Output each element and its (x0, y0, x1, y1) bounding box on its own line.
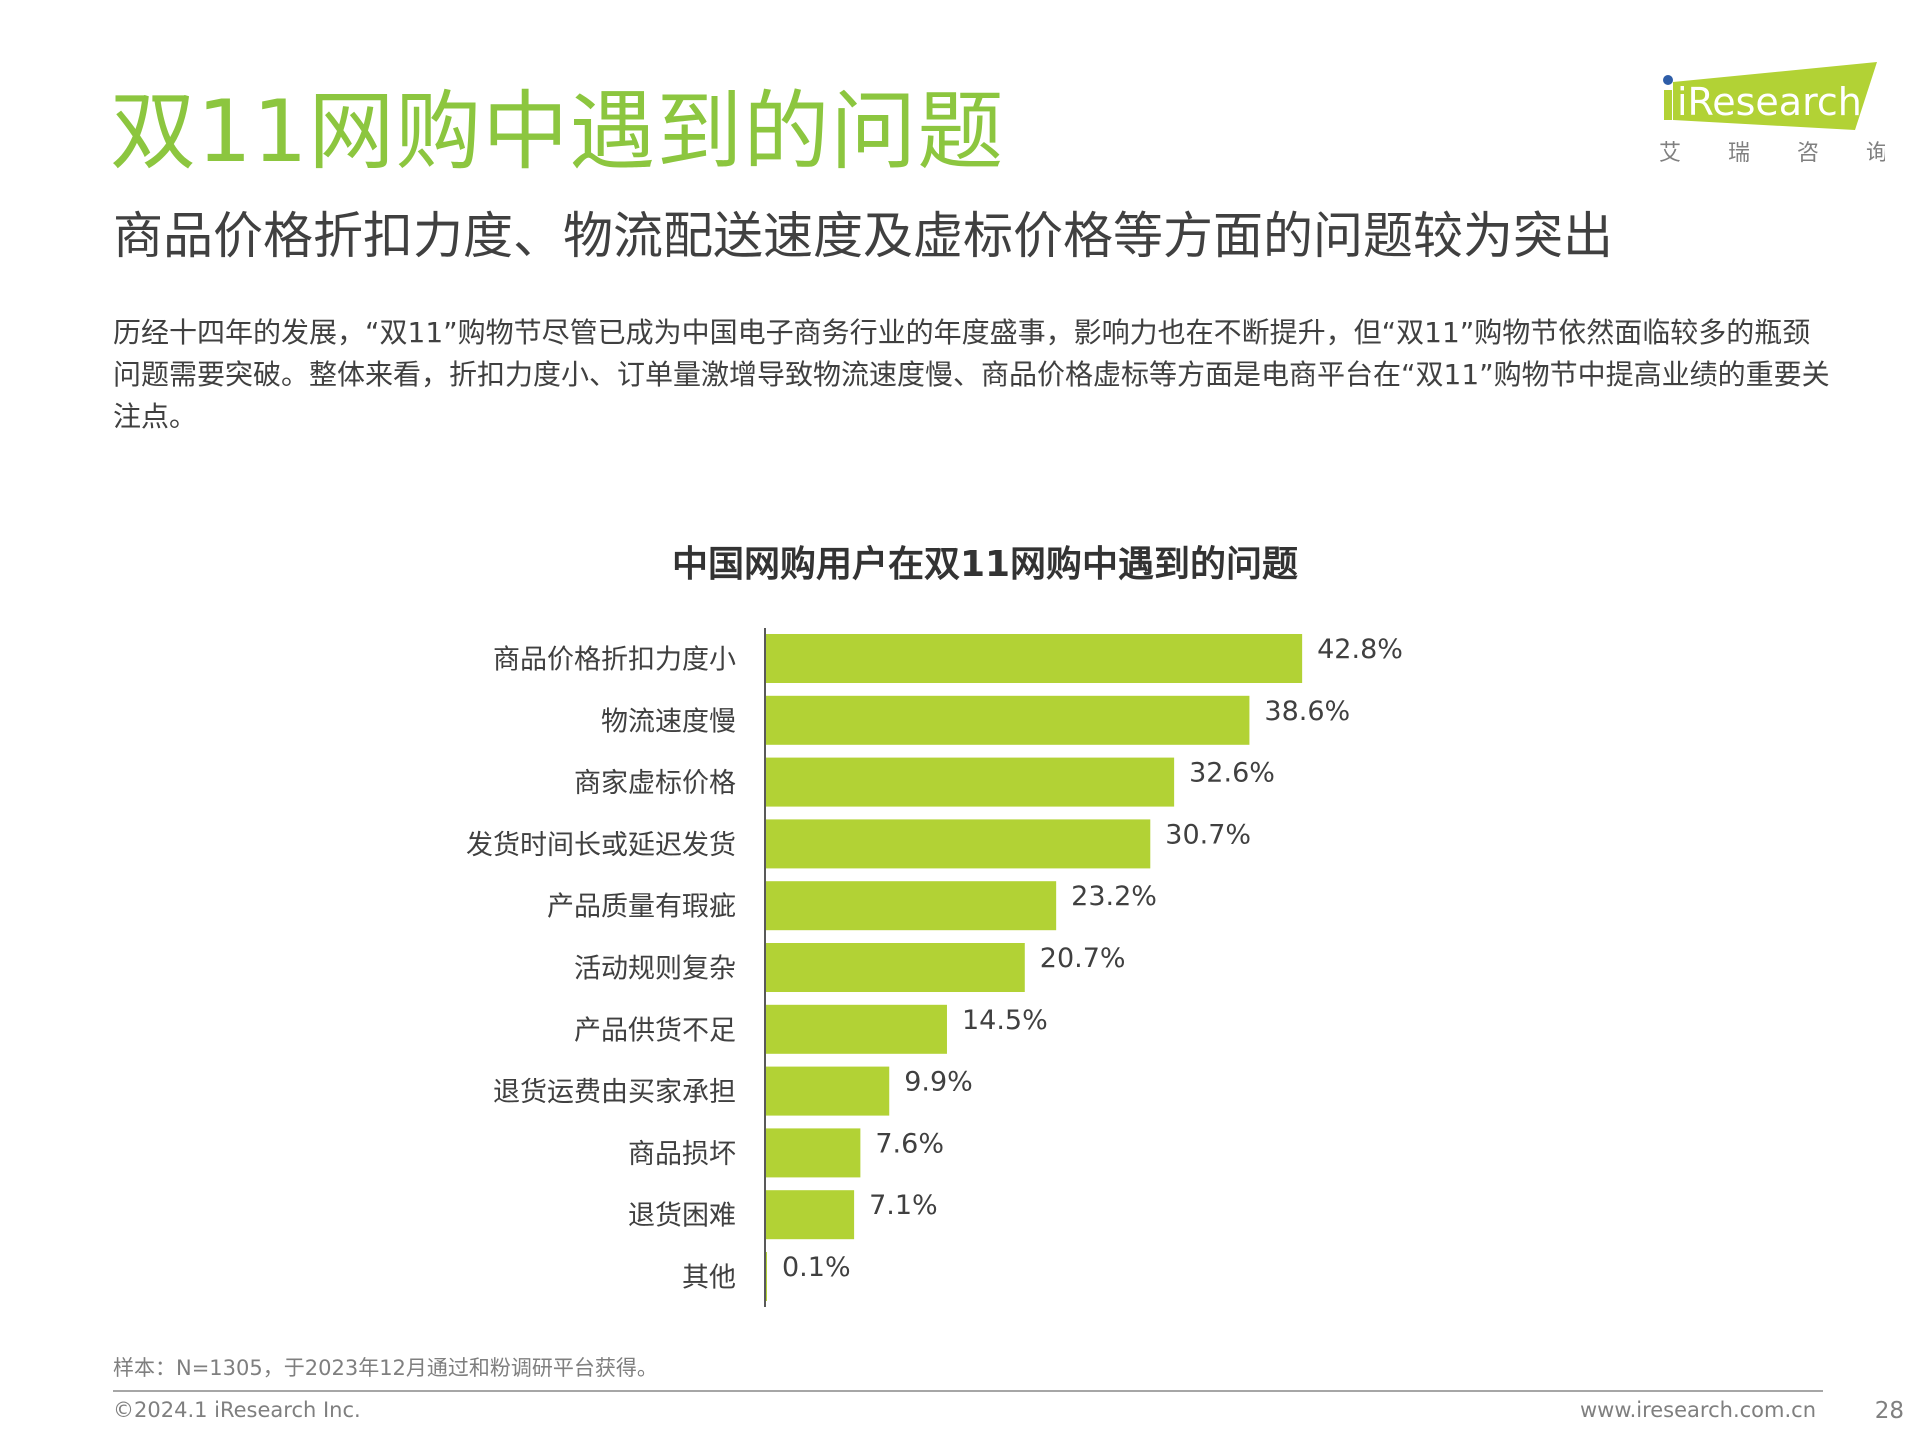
page-subtitle: 商品价格折扣力度、物流配送速度及虚标价格等方面的问题较为突出 (113, 207, 1613, 265)
value-label: 42.8% (1317, 634, 1403, 665)
category-label: 商家虚标价格 (574, 768, 736, 799)
logo-brand: iResearch (1677, 80, 1862, 124)
bar (765, 695, 1250, 745)
value-label: 7.6% (875, 1128, 944, 1159)
value-label: 32.6% (1189, 758, 1275, 789)
value-label: 23.2% (1071, 881, 1157, 912)
category-label: 产品质量有瑕疵 (547, 892, 736, 923)
bar (765, 943, 1025, 992)
bar (765, 757, 1175, 807)
iresearch-logo: iResearch 艾 瑞 咨 询 (1659, 62, 1885, 166)
category-label: 其他 (682, 1263, 736, 1294)
page-number: 28 (1874, 1398, 1904, 1424)
logo-cn: 艾 瑞 咨 询 (1659, 141, 1885, 166)
value-label: 0.1% (782, 1252, 851, 1283)
intro-paragraph: 历经十四年的发展，“双11”购物节尽管已成为中国电子商务行业的年度盛事，影响力也… (113, 316, 1830, 433)
page-title: 双11网购中遇到的问题 (110, 82, 1005, 182)
value-label: 9.9% (904, 1067, 973, 1098)
category-label: 退货运费由买家承担 (493, 1077, 736, 1108)
bar (765, 1004, 947, 1054)
copyright: ©2024.1 iResearch Inc. (113, 1398, 361, 1422)
bar (765, 819, 1151, 869)
value-label: 14.5% (962, 1005, 1048, 1036)
bar (765, 1128, 861, 1178)
category-label: 退货困难 (628, 1201, 736, 1232)
category-label: 商品损坏 (628, 1139, 736, 1170)
value-label: 7.1% (869, 1190, 938, 1221)
category-label: 产品供货不足 (574, 1015, 736, 1046)
bar (765, 1190, 855, 1240)
chart-title: 中国网购用户在双11网购中遇到的问题 (671, 544, 1299, 585)
category-label: 物流速度慢 (601, 706, 736, 737)
sample-note: 样本：N=1305，于2023年12月通过和粉调研平台获得。 (113, 1356, 658, 1380)
bar (765, 1066, 890, 1116)
bar (765, 881, 1057, 931)
value-label: 38.6% (1264, 696, 1350, 727)
value-label: 30.7% (1165, 819, 1251, 850)
bar (765, 634, 1303, 683)
website-link[interactable]: www.iresearch.com.cn (1579, 1398, 1816, 1422)
category-label: 商品价格折扣力度小 (493, 645, 736, 676)
footer-divider (113, 1390, 1823, 1392)
category-label: 发货时间长或延迟发货 (466, 830, 736, 861)
value-label: 20.7% (1040, 943, 1126, 974)
category-label: 活动规则复杂 (574, 954, 736, 985)
